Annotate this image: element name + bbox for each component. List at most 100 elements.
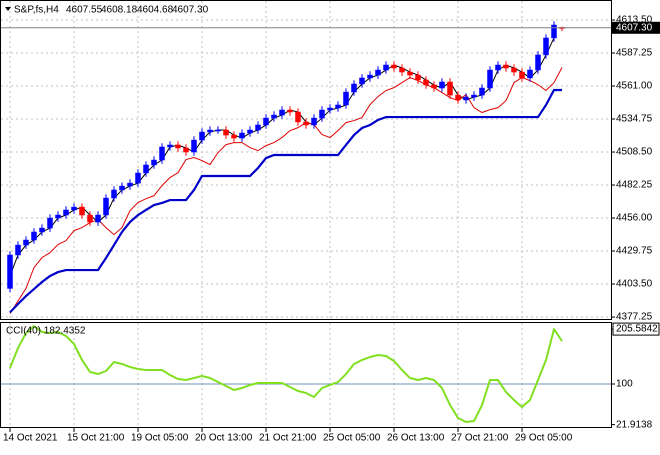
candle-body [239,132,245,139]
x-tick-label: 20 Oct 13:00 [195,433,253,444]
candle-body [223,129,229,136]
y-tick-label: 4587.25 [616,48,653,59]
overlay-line [9,67,563,314]
y-tick-label: 4429.75 [616,246,653,257]
labels: 4613.50 4587.25 4561.00 4534.75 4508.50 4482.… [3,15,660,444]
candle-body [167,144,173,148]
candle-body [327,107,333,111]
candle-body [47,217,53,229]
indicator-line [9,325,563,424]
y-tick-label: 4561.00 [616,81,653,92]
candle-body [471,94,477,98]
candle-body [207,129,213,133]
candle-body [319,109,325,119]
candle-body [191,139,197,153]
candle-body [151,159,157,166]
candle-body [351,83,357,93]
candle-body [71,206,77,211]
candle-body [95,214,101,223]
candle-body [367,74,373,79]
ohlc-open: 4607.55 [66,5,103,16]
indicator-title: CCI(40) 182.4352 [6,326,86,337]
candle-body [423,79,429,86]
candle-body [199,131,205,141]
overlay-line [9,88,562,314]
menu-arrow [5,7,11,11]
main-frame [0,0,612,320]
candle-body [463,96,469,101]
candle-body [127,182,133,187]
ohlc-close: 4607.30 [172,5,209,16]
candle-body [87,214,93,223]
candle-body [551,24,557,39]
candle-body [391,64,397,69]
y-tick-label: 4613.50 [616,15,653,26]
x-tick-label: 29 Oct 05:00 [515,433,573,444]
candle-body [439,81,445,89]
y-tick-label: 205.5842 [616,324,658,335]
x-tick-label: 14 Oct 2021 [3,433,58,444]
candle-body [215,129,221,132]
candle-body [135,172,141,184]
candle-body [527,69,533,79]
candle-body [103,197,109,216]
x-tick-label: 27 Oct 21:00 [451,433,509,444]
candle-body [15,244,21,256]
candle-body [479,87,485,96]
candle-body [263,117,269,126]
candle-body [543,37,549,56]
sub-frame [0,322,612,428]
y-tick-box [612,322,660,336]
candle-body [287,109,293,113]
symbol: S&P,fs,H4 [14,5,59,16]
y-tick-label: 4508.50 [616,147,653,158]
candle-body [455,94,461,101]
x-tick-label: 21 Oct 21:00 [259,433,317,444]
candle-body [183,147,189,153]
candle-body [487,69,493,89]
candle-body [7,254,13,289]
candle-body [303,121,309,126]
ohlc-high: 4608.18 [101,5,138,16]
candle-body [255,124,261,131]
candle-body [119,185,125,191]
candle-body [343,91,349,106]
y-tick-label: 4482.25 [616,180,653,191]
candle-body [447,81,453,96]
candle-body [79,206,85,216]
candle-body [495,64,501,71]
last-price-box [612,21,660,34]
candle-body [23,239,29,246]
candle-body [535,54,541,71]
last-price-label: 4607.30 [616,22,653,33]
y-tick-label: 4456.00 [616,213,653,224]
x-tick-label: 15 Oct 21:00 [67,433,125,444]
y-tick-label: 21.9138 [616,419,653,430]
x-tick-label: 25 Oct 05:00 [323,433,381,444]
ohlc-low: 4604.68 [137,5,174,16]
candle-body [519,71,525,79]
candle-body [143,164,149,174]
x-tick-label: 26 Oct 13:00 [387,433,445,444]
candle-body [295,111,301,123]
candle-body [111,189,117,199]
candle-body [159,146,165,161]
candle-body [407,71,413,76]
candle-body [335,104,341,109]
candle-body [39,227,45,233]
y-tick-label: 4377.25 [616,312,653,323]
candle-body [55,214,61,219]
candle-body [247,129,253,134]
candle-body [383,64,389,71]
candle-body [311,117,317,126]
candle-body [359,77,365,85]
y-tick-label: 4534.75 [616,114,653,125]
candle-body [511,67,517,73]
x-tick-label: 19 Oct 05:00 [131,433,189,444]
candle-body [415,74,421,81]
candle-body [175,144,181,149]
candle-body [63,209,69,216]
candle-body [431,84,437,89]
candle-body [231,134,237,139]
